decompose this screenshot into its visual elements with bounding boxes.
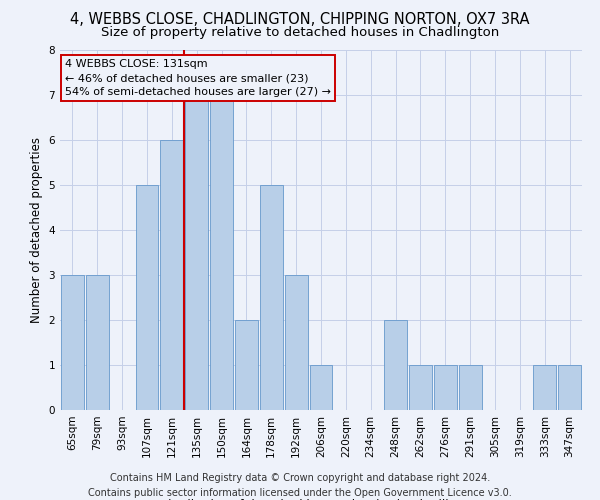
Bar <box>185 95 208 410</box>
Bar <box>285 275 308 410</box>
Bar <box>210 95 233 410</box>
Bar <box>61 275 84 410</box>
Y-axis label: Number of detached properties: Number of detached properties <box>30 137 43 323</box>
Bar <box>86 275 109 410</box>
X-axis label: Distribution of detached houses by size in Chadlington: Distribution of detached houses by size … <box>159 498 483 500</box>
Bar <box>533 365 556 410</box>
Bar <box>459 365 482 410</box>
Bar <box>235 320 258 410</box>
Bar <box>558 365 581 410</box>
Bar <box>434 365 457 410</box>
Bar <box>260 185 283 410</box>
Bar <box>160 140 183 410</box>
Text: Contains HM Land Registry data © Crown copyright and database right 2024.
Contai: Contains HM Land Registry data © Crown c… <box>88 472 512 498</box>
Bar <box>409 365 432 410</box>
Text: 4, WEBBS CLOSE, CHADLINGTON, CHIPPING NORTON, OX7 3RA: 4, WEBBS CLOSE, CHADLINGTON, CHIPPING NO… <box>70 12 530 28</box>
Bar <box>384 320 407 410</box>
Bar <box>310 365 332 410</box>
Text: Size of property relative to detached houses in Chadlington: Size of property relative to detached ho… <box>101 26 499 39</box>
Text: 4 WEBBS CLOSE: 131sqm
← 46% of detached houses are smaller (23)
54% of semi-deta: 4 WEBBS CLOSE: 131sqm ← 46% of detached … <box>65 59 331 97</box>
Bar <box>136 185 158 410</box>
